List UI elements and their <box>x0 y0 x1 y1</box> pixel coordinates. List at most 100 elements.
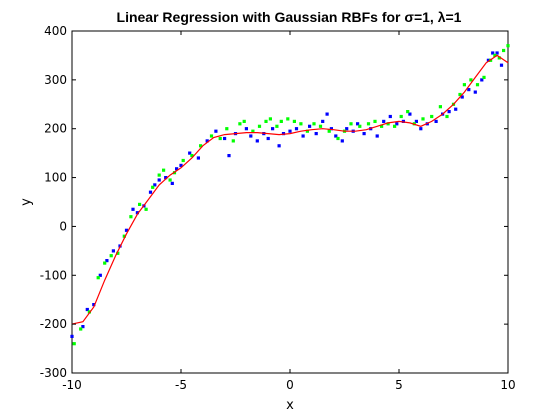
data-point-series-2 <box>157 173 161 177</box>
y-tick-label: 200 <box>44 122 67 136</box>
data-point-series-2 <box>502 48 506 53</box>
data-point-series-2 <box>168 178 172 182</box>
data-point-series-1 <box>321 119 325 123</box>
data-point-series-1 <box>308 124 312 128</box>
data-point-series-2 <box>305 129 309 133</box>
data-point-series-1 <box>329 127 333 131</box>
data-point-series-2 <box>445 114 449 119</box>
data-point-series-1 <box>414 119 418 123</box>
data-point-series-2 <box>506 44 510 48</box>
data-point-series-2 <box>218 136 222 141</box>
data-point-series-1 <box>375 134 379 138</box>
y-tick-label: 0 <box>59 219 67 233</box>
y-tick-label: -100 <box>40 268 67 282</box>
data-point-series-2 <box>358 124 362 128</box>
data-point-series-2 <box>493 53 497 57</box>
data-point-series-2 <box>129 215 133 219</box>
data-point-series-1 <box>153 183 157 187</box>
data-point-series-2 <box>122 234 126 238</box>
data-point-series-1 <box>340 139 344 143</box>
data-point-series-2 <box>475 83 480 87</box>
data-point-series-2 <box>399 114 403 119</box>
data-point-series-1 <box>81 325 85 329</box>
data-point-series-2 <box>209 134 214 138</box>
data-point-series-1 <box>345 127 349 131</box>
data-point-series-1 <box>271 127 275 131</box>
data-point-series-2 <box>109 254 113 258</box>
y-tick-label: 100 <box>44 171 67 185</box>
data-point-series-2 <box>225 127 229 131</box>
data-point-series-2 <box>72 342 76 346</box>
data-point-series-1 <box>249 134 253 138</box>
data-point-series-1 <box>188 151 192 155</box>
x-tick-label: 0 <box>286 378 294 392</box>
data-point-series-1 <box>214 129 218 133</box>
data-point-series-2 <box>275 124 279 128</box>
data-point-series-1 <box>447 110 451 114</box>
data-point-series-1 <box>98 273 102 277</box>
data-point-series-1 <box>164 176 168 180</box>
data-point-series-1 <box>334 134 338 138</box>
data-point-series-2 <box>366 122 371 126</box>
data-point-series-2 <box>257 124 262 128</box>
series-layer <box>70 44 510 346</box>
data-point-series-2 <box>497 56 501 60</box>
data-point-series-2 <box>393 124 397 128</box>
data-point-series-2 <box>292 119 296 123</box>
data-point-series-2 <box>96 276 100 280</box>
data-point-series-2 <box>349 122 353 126</box>
data-point-series-1 <box>131 207 135 211</box>
data-point-series-2 <box>482 75 486 79</box>
data-point-series-2 <box>380 124 384 128</box>
data-point-series-1 <box>266 136 270 141</box>
x-axis-label: x <box>286 398 294 413</box>
data-point-series-1 <box>124 228 129 232</box>
axis-ticks: -10 -5 0 5 10 -300 -200 -100 0 100 200 300 400 <box>40 24 516 392</box>
data-point-series-1 <box>382 119 386 123</box>
data-point-series-2 <box>231 139 235 143</box>
data-point-series-1 <box>491 51 495 55</box>
data-point-series-2 <box>242 119 246 123</box>
data-point-series-1 <box>362 132 366 136</box>
data-point-series-1 <box>301 134 305 138</box>
data-point-series-2 <box>421 117 425 121</box>
data-point-series-2 <box>469 78 473 82</box>
data-point-series-1 <box>460 95 464 99</box>
data-point-series-1 <box>356 122 360 126</box>
data-point-series-2 <box>251 129 255 133</box>
data-point-series-2 <box>318 124 323 128</box>
data-point-series-2 <box>190 154 194 158</box>
plot-area <box>71 30 509 374</box>
data-point-series-1 <box>85 307 89 312</box>
data-point-series-1 <box>454 107 458 111</box>
data-point-series-2 <box>199 144 203 148</box>
data-point-series-1 <box>486 58 490 62</box>
data-point-series-2 <box>144 207 148 211</box>
data-point-series-2 <box>386 122 390 126</box>
data-point-series-1 <box>467 88 471 92</box>
data-point-series-1 <box>135 211 139 215</box>
data-point-series-1 <box>111 249 115 253</box>
data-point-series-1 <box>434 119 438 123</box>
y-tick-label: -300 <box>40 366 67 380</box>
x-tick-label: -10 <box>62 378 82 392</box>
data-point-series-2 <box>162 168 166 172</box>
data-point-series-2 <box>138 202 142 206</box>
data-point-series-2 <box>151 185 155 189</box>
data-point-series-2 <box>327 129 331 133</box>
data-point-series-2 <box>181 158 185 163</box>
data-point-series-2 <box>116 251 120 255</box>
y-axis-label: y <box>19 198 34 206</box>
data-point-series-2 <box>438 105 442 109</box>
data-point-series-1 <box>244 127 248 131</box>
data-point-series-1 <box>325 112 329 116</box>
data-point-series-2 <box>430 114 434 119</box>
data-point-series-2 <box>462 83 466 87</box>
data-point-series-1 <box>419 127 423 131</box>
data-point-series-1 <box>170 181 174 185</box>
data-point-series-1 <box>205 139 209 143</box>
data-point-series-1 <box>480 78 484 82</box>
y-tick-label: 400 <box>44 24 67 38</box>
data-point-series-2 <box>103 261 107 265</box>
